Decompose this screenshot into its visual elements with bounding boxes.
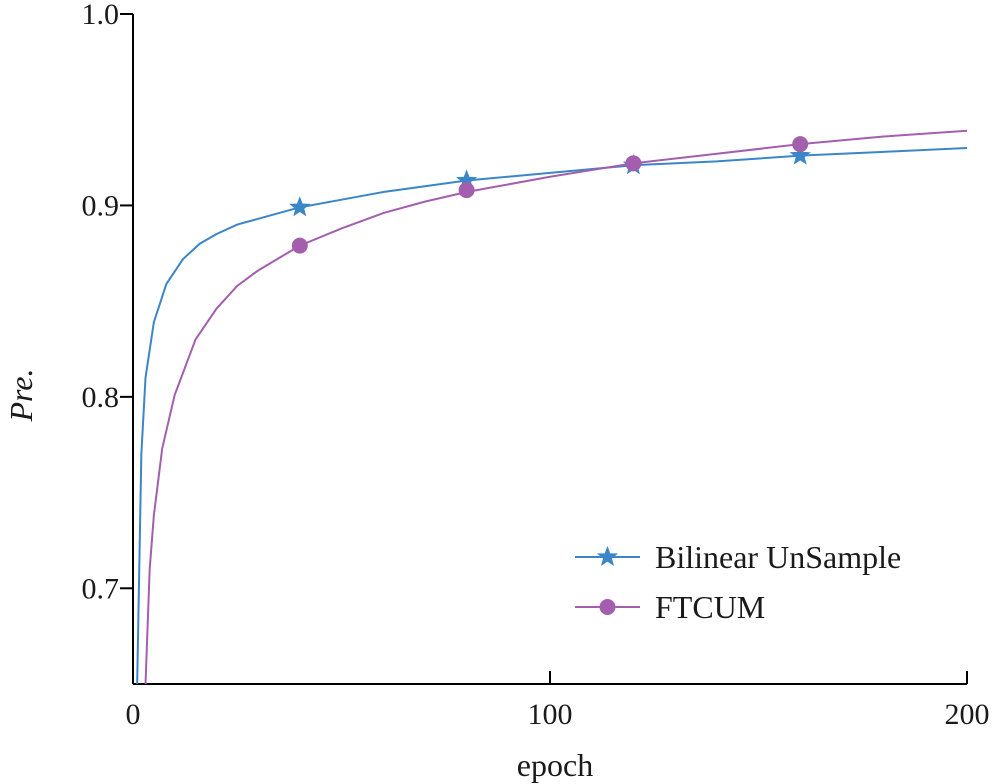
series-2 bbox=[144, 129, 967, 684]
data-point-star bbox=[289, 196, 311, 217]
data-point-circle bbox=[792, 136, 809, 153]
ticks: 0 100 200 0.7 0.8 0.9 1.0 bbox=[82, 0, 990, 731]
y-tick-label: 0.7 bbox=[82, 572, 120, 605]
axes bbox=[132, 14, 967, 685]
legend-item: Bilinear UnSample bbox=[575, 539, 901, 575]
series-1 bbox=[136, 144, 967, 684]
data-point-circle bbox=[458, 182, 475, 199]
y-tick-label: 1.0 bbox=[82, 0, 120, 31]
series-line bbox=[136, 147, 967, 684]
y-tick-label: 0.9 bbox=[82, 189, 120, 222]
y-axis-title: Pre. bbox=[3, 368, 39, 422]
legend-label: FTCUM bbox=[655, 589, 765, 625]
legend-label: Bilinear UnSample bbox=[655, 539, 901, 575]
data-point-circle bbox=[291, 237, 308, 254]
x-tick-label: 200 bbox=[945, 698, 990, 731]
y-tick-label: 0.8 bbox=[82, 381, 120, 414]
legend: Bilinear UnSample FTCUM bbox=[575, 539, 901, 625]
legend-item: FTCUM bbox=[575, 589, 765, 625]
data-point-circle bbox=[625, 155, 642, 172]
legend-marker-star bbox=[596, 545, 619, 567]
series-line bbox=[144, 129, 967, 684]
data-point-star bbox=[789, 144, 811, 165]
series-group bbox=[136, 129, 967, 684]
legend-marker-circle bbox=[599, 599, 616, 615]
x-tick-label: 0 bbox=[126, 698, 141, 731]
x-axis-title: epoch bbox=[517, 747, 593, 783]
x-tick-label: 100 bbox=[528, 698, 573, 731]
